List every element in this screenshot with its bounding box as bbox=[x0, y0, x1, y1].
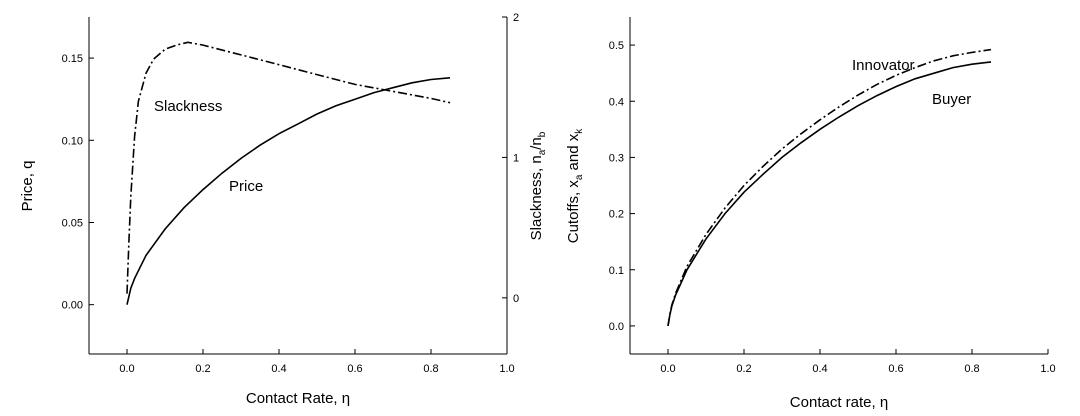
left-chart: 0.0 0.2 0.4 0.6 0.8 1.0 0.000.050.100.15 012 … bbox=[19, 12, 548, 407]
right-chart-y-title-sub-a: a bbox=[574, 174, 585, 180]
left-plot-frame bbox=[89, 17, 507, 354]
left-right-y-ticks: 0 1 2 bbox=[502, 12, 519, 305]
right-chart-x-tick-label: 0.0 bbox=[660, 363, 675, 375]
left-right-y-tick-label: 1 bbox=[513, 152, 519, 164]
series-line-slackness bbox=[126, 41, 451, 294]
right-y-axis-title: Slackness, na/nb bbox=[528, 131, 548, 240]
series-line-price bbox=[126, 77, 451, 305]
left-y-axis-title: Price, q bbox=[19, 161, 36, 212]
left-x-ticks: 0.0 0.2 0.4 0.6 0.8 1.0 bbox=[119, 349, 515, 375]
left-y-ticks: 0.00 0.05 0.10 0.15 bbox=[62, 53, 94, 312]
right-chart-x-tick-label: 0.4 bbox=[812, 363, 827, 375]
right-chart-y-tick-label: 0.0 bbox=[609, 321, 624, 333]
left-right-y-tick-label: 2 bbox=[513, 12, 519, 24]
right-chart-x-tick-label: 0.8 bbox=[964, 363, 979, 375]
annotation-innovator: Innovator bbox=[852, 57, 915, 74]
annotation-price: Price bbox=[229, 178, 263, 195]
right-chart: 0.0 0.2 0.4 0.6 0.8 1.0 0.0 0.1 0.2 0.3 0.4 0.5 In… bbox=[565, 17, 1056, 411]
right-chart-y-tick-label: 0.4 bbox=[609, 96, 624, 108]
right-y-axis-title-sub-b: b bbox=[537, 131, 548, 137]
right-chart-y-tick-label: 0.3 bbox=[609, 152, 624, 164]
left-x-tick-label: 0.8 bbox=[423, 363, 438, 375]
right-y-axis-title-sub-a: a bbox=[537, 149, 548, 155]
right-chart-y-title-part-2: and x bbox=[565, 133, 582, 174]
right-chart-y-tick-label: 0.5 bbox=[609, 40, 624, 52]
right-chart-y-ticks: 0.0 0.1 0.2 0.3 0.4 0.5 bbox=[609, 40, 635, 333]
left-x-tick-label: 1.0 bbox=[499, 363, 514, 375]
left-y-tick-label: 0.15 bbox=[62, 53, 83, 65]
right-chart-y-tick-label: 0.1 bbox=[609, 265, 624, 277]
right-y-axis-title-part-2: /n bbox=[528, 137, 545, 150]
left-x-tick-label: 0.4 bbox=[271, 363, 286, 375]
left-x-tick-label: 0.0 bbox=[119, 363, 134, 375]
right-chart-x-tick-label: 1.0 bbox=[1040, 363, 1055, 375]
right-chart-x-tick-label: 0.6 bbox=[888, 363, 903, 375]
right-chart-y-axis-title: Cutoffs, xa and xk bbox=[565, 128, 585, 244]
annotation-slackness: Slackness bbox=[154, 98, 222, 115]
series-line-buyer bbox=[667, 61, 992, 327]
left-y-tick-label: 0.10 bbox=[62, 135, 83, 147]
left-y-tick-label: 0.05 bbox=[62, 217, 83, 229]
left-x-axis-title: Contact Rate, η bbox=[246, 390, 350, 407]
series-line-innovator bbox=[667, 48, 992, 327]
left-y-tick-label: 0.00 bbox=[62, 300, 83, 312]
right-y-axis-title-part-1: Slackness, n bbox=[528, 155, 545, 240]
left-x-tick-label: 0.6 bbox=[347, 363, 362, 375]
left-right-y-tick-label: 0 bbox=[513, 293, 519, 305]
left-x-tick-label: 0.2 bbox=[195, 363, 210, 375]
right-chart-x-axis-title: Contact rate, η bbox=[790, 394, 888, 411]
right-chart-x-ticks: 0.0 0.2 0.4 0.6 0.8 1.0 bbox=[660, 349, 1056, 375]
right-chart-x-tick-label: 0.2 bbox=[736, 363, 751, 375]
right-chart-y-title-sub-k: k bbox=[574, 128, 585, 134]
annotation-buyer: Buyer bbox=[932, 91, 971, 108]
right-chart-y-title-part-1: Cutoffs, x bbox=[565, 180, 582, 244]
right-chart-y-tick-label: 0.2 bbox=[609, 209, 624, 221]
